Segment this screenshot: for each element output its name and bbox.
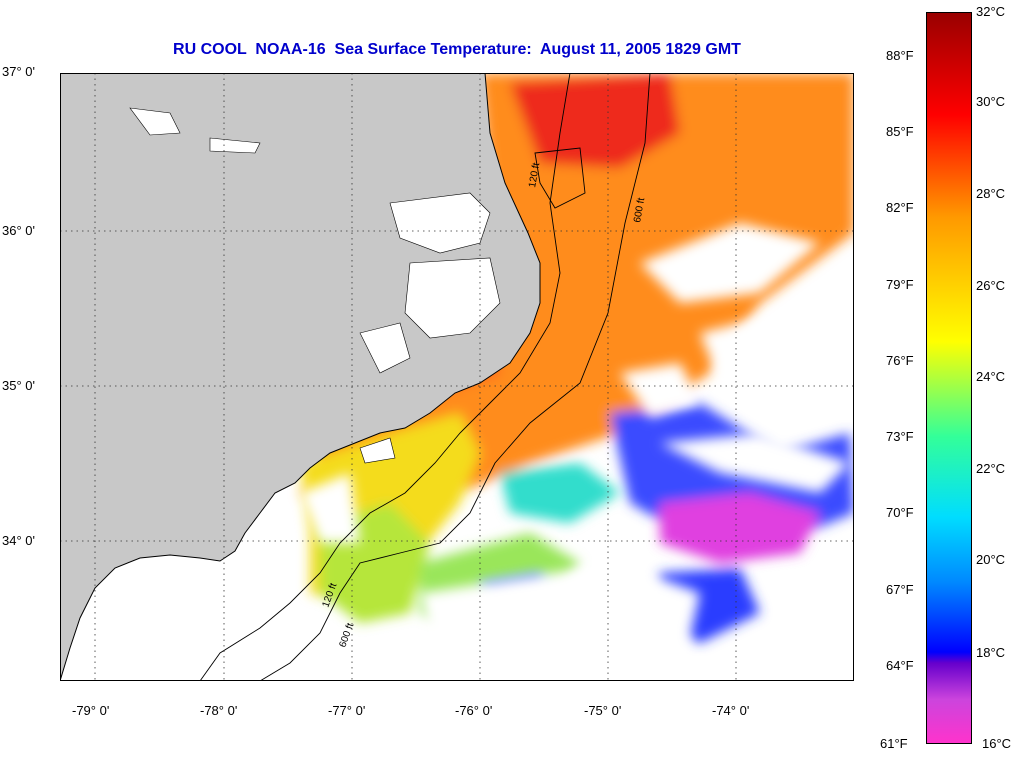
colorbar-f-label: 88°F — [886, 48, 914, 63]
lon-label-79: -79° 0' — [72, 703, 110, 718]
isobath-label-120ft: 120 ft — [527, 162, 542, 189]
isobath-120ft-loop — [534, 147, 586, 209]
lat-label-36: 36° 0' — [2, 223, 35, 238]
sst-map: 120 ft 600 ft 120 ft 600 ft — [60, 73, 854, 681]
colorbar-f-label: 79°F — [886, 277, 914, 292]
lat-label-37: 37° 0' — [2, 64, 35, 79]
colorbar-c-label: 16°C — [982, 736, 1012, 751]
temperature-colorbar — [926, 12, 972, 744]
colorbar-f-label: 61°F — [880, 736, 908, 751]
lon-label-74: -74° 0' — [712, 703, 750, 718]
colorbar-c-label: 32°C — [976, 4, 1006, 19]
colorbar-c-label: 24°C — [976, 369, 1006, 384]
colorbar-f-label: 67°F — [886, 582, 914, 597]
colorbar-c-label: 28°C — [976, 186, 1006, 201]
sst-hot-red-region — [510, 73, 680, 168]
colorbar-c-label: 18°C — [976, 645, 1006, 660]
isobath-600ft — [259, 73, 651, 681]
lat-label-34: 34° 0' — [2, 533, 35, 548]
sst-magenta-region — [660, 493, 820, 563]
colorbar-c-label: 20°C — [976, 552, 1006, 567]
sst-cyan-region — [500, 463, 620, 523]
colorbar-f-label: 64°F — [886, 658, 914, 673]
lon-label-78: -78° 0' — [200, 703, 238, 718]
lat-label-35: 35° 0' — [2, 378, 35, 393]
lon-label-76: -76° 0' — [455, 703, 493, 718]
graticule — [60, 73, 854, 681]
map-border — [60, 73, 854, 681]
lon-label-75: -75° 0' — [584, 703, 622, 718]
colorbar-f-label: 70°F — [886, 505, 914, 520]
lon-label-77: -77° 0' — [328, 703, 366, 718]
colorbar-c-label: 22°C — [976, 461, 1006, 476]
cloud-cover — [300, 223, 850, 681]
isobath-120ft — [199, 73, 571, 681]
colorbar-gradient — [926, 12, 972, 744]
colorbar-f-label: 76°F — [886, 353, 914, 368]
isobath-contours — [199, 73, 651, 681]
colorbar-f-label: 85°F — [886, 124, 914, 139]
inland-waters — [129, 107, 501, 464]
colorbar-c-label: 30°C — [976, 94, 1006, 109]
sst-field — [300, 73, 854, 643]
isobath-label-600ft: 600 ft — [632, 197, 647, 224]
colorbar-c-label: 26°C — [976, 278, 1006, 293]
map-title: RU COOL NOAA-16 Sea Surface Temperature:… — [173, 41, 741, 58]
colorbar-f-label: 82°F — [886, 200, 914, 215]
colorbar-f-label: 73°F — [886, 429, 914, 444]
